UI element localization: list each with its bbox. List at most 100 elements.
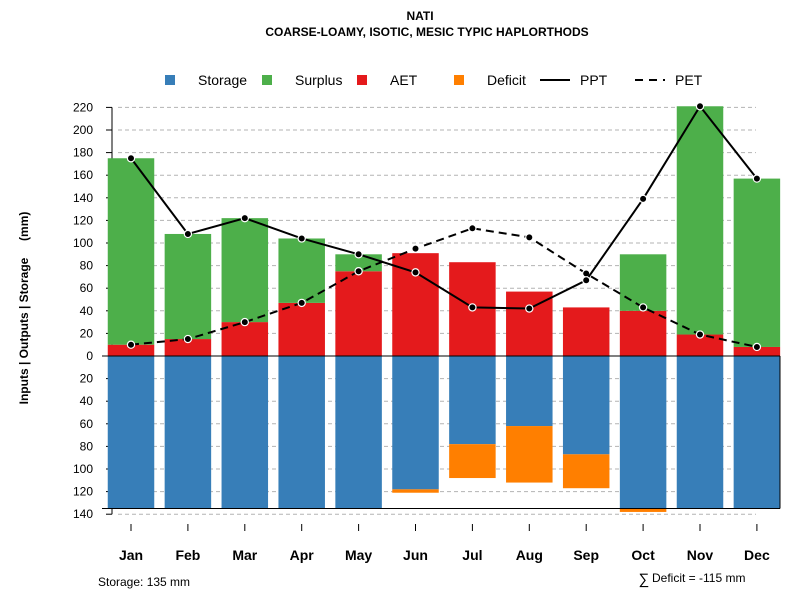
aet-legend-swatch [357,75,367,85]
ppt-point [297,234,306,243]
storage-legend-label: Storage [198,72,247,88]
y-axis: 2202001801601401201008060402002040608010… [73,100,113,521]
aet-bar [221,322,269,356]
pet-point [411,244,420,253]
ppt-point [240,213,249,223]
pet-point [240,317,249,327]
surplus-bar [164,233,212,340]
y-axis-label: Inputs | Outputs | Storage (mm) [17,212,31,405]
surplus-bar [107,158,155,345]
bars [102,106,781,512]
pet-point [126,340,136,349]
y-tick-label: 0 [86,349,93,363]
chart-title: NATI [406,9,433,23]
aet-bar [107,344,155,356]
ppt-point [183,229,193,239]
ppt-point [695,102,705,111]
deficit-legend-label: Deficit [487,72,526,88]
ppt-point [752,174,762,183]
sum-symbol: ∑ [639,571,650,588]
pet-point [297,298,306,308]
storage-bar [107,356,155,509]
x-tick-label: Aug [516,547,543,563]
ppt-point [582,276,591,285]
x-tick-label: Nov [687,547,714,563]
deficit-bar [449,444,496,479]
aet-legend-label: AET [390,72,418,88]
x-tick-label: Jan [119,547,143,563]
y-tick-label: 220 [73,100,93,114]
deficit-bar [506,426,553,483]
surplus-bar [221,218,269,323]
x-tick-label: Mar [232,547,257,563]
surplus-bar [619,254,667,311]
ppt-point [411,268,420,277]
pet-point [525,233,534,242]
pet-point [354,267,363,276]
pet-legend-label: PET [675,72,703,88]
deficit-bar [619,508,667,512]
x-tick-label: Sep [573,547,599,563]
y-tick-label: 120 [73,213,93,227]
storage-bar [164,356,212,509]
storage-bar [733,356,781,509]
y-tick-label: 20 [80,326,94,340]
surplus-bar [676,106,724,335]
storage-bar [506,356,553,427]
aet-bar [619,310,667,356]
y-tick-label: 80 [80,259,94,273]
surplus-bar [733,178,781,347]
y-tick-label: 200 [73,123,93,137]
deficit-bar [562,454,610,489]
y-tick-label: 20 [80,372,94,386]
storage-note: Storage: 135 mm [98,575,190,589]
chart-subtitle: COARSE-LOAMY, ISOTIC, MESIC TYPIC HAPLOR… [265,25,588,39]
pet-point [638,303,648,312]
surplus-bar [278,238,325,303]
ppt-point [468,303,477,312]
y-tick-label: 40 [80,394,94,408]
deficit-legend-swatch [454,75,464,85]
ppt-point [525,304,534,313]
x-tick-label: Jul [462,547,482,563]
legend: Storage Surplus AET Deficit PPT PET [165,72,703,88]
y-tick-label: 100 [73,462,93,476]
aet-bar [278,302,325,356]
aet-bar [335,271,382,356]
storage-bar [335,356,382,509]
pet-point [468,224,477,233]
x-tick-label: Apr [290,547,315,563]
deficit-note: Deficit = -115 mm [652,571,745,585]
aet-bar [506,291,553,356]
y-tick-label: 160 [73,168,93,182]
ppt-point [638,194,648,204]
ppt-line [130,104,758,310]
y-tick-label: 100 [73,236,93,250]
y-tick-label: 60 [80,281,94,295]
storage-bar [392,356,439,490]
y-tick-label: 60 [80,417,94,431]
pet-line [130,227,758,348]
x-tick-label: May [345,547,372,563]
storage-bar [221,356,269,509]
surplus-legend-label: Surplus [295,72,342,88]
pet-point [752,342,762,352]
pet-point [695,330,705,339]
storage-bar [676,356,724,509]
aet-bar [164,339,212,356]
ppt-point [354,250,363,259]
y-tick-label: 80 [80,439,94,453]
storage-legend-swatch [165,75,175,85]
pet-point [183,334,193,344]
y-tick-label: 140 [73,507,93,521]
lines [126,102,762,352]
aet-bar [733,346,781,356]
x-axis: Jan Feb Mar Apr May Jun Jul Aug Sep Oct Nov Dec [119,524,770,563]
aet-bar [676,334,724,356]
deficit-bar [392,489,439,493]
ppt-legend-label: PPT [580,72,608,88]
storage-bar [278,356,325,509]
y-tick-label: 40 [80,304,94,318]
x-tick-label: Oct [631,547,655,563]
